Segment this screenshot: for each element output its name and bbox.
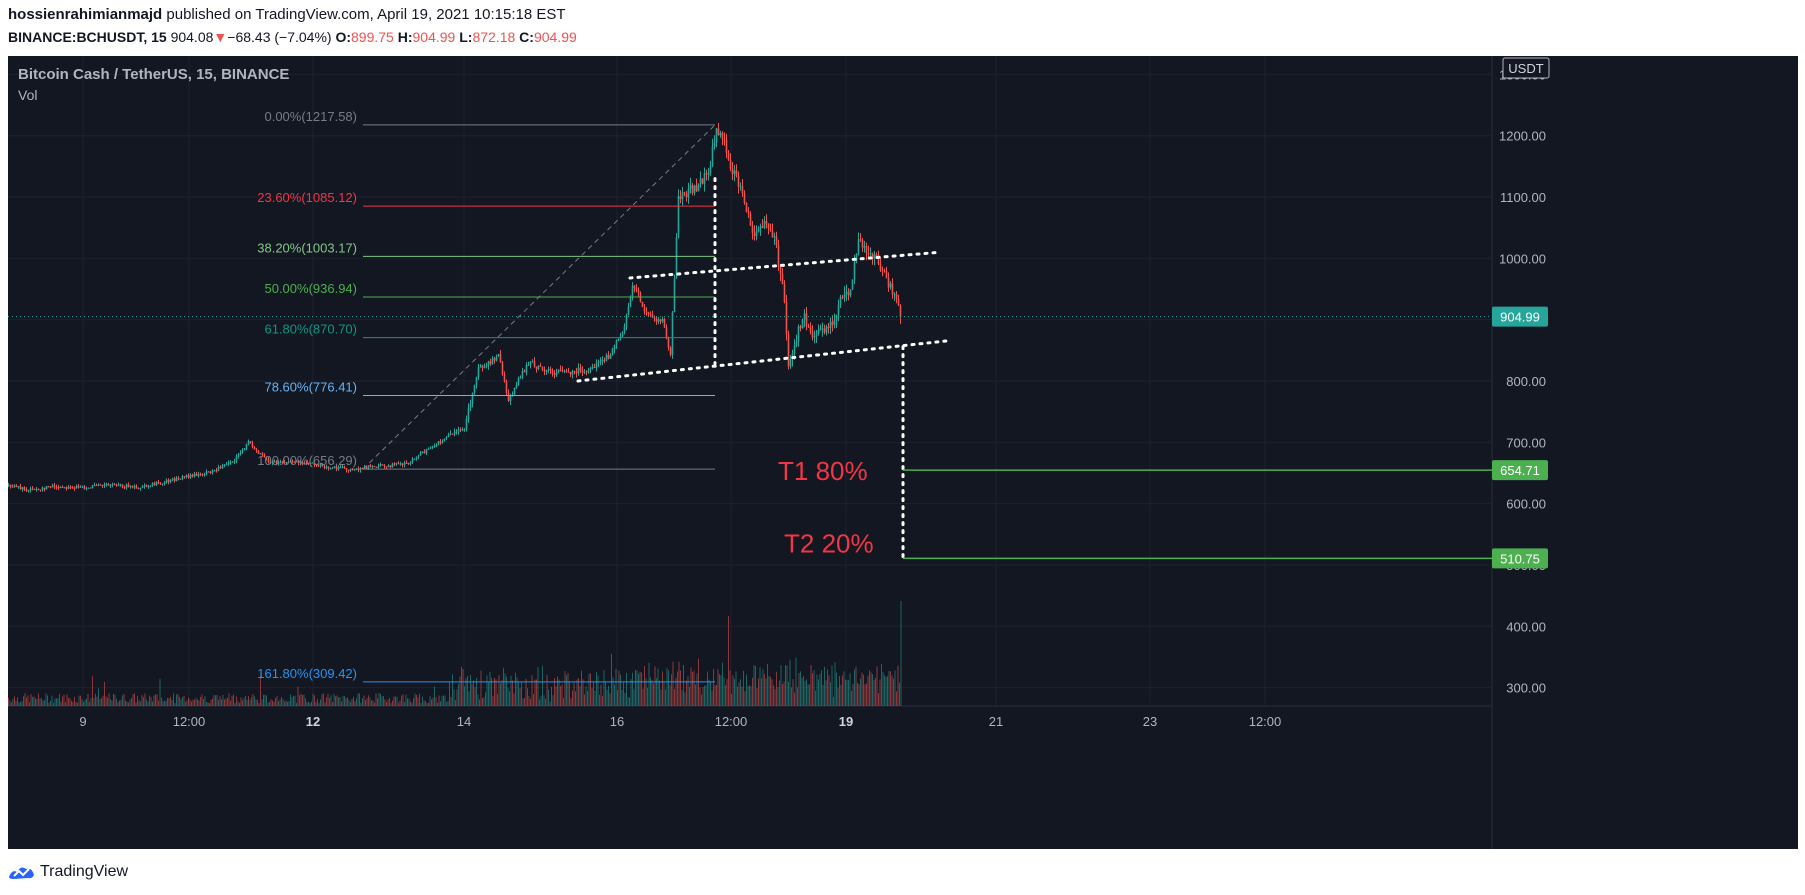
target-price-badge bbox=[1492, 460, 1548, 481]
fibonacci-retracement bbox=[362, 124, 716, 683]
channel-upper bbox=[628, 250, 942, 280]
low-value: 872.18 bbox=[472, 29, 516, 45]
time-tick-label: 21 bbox=[989, 714, 1003, 729]
chart-canvas[interactable]: 300.00400.00500.00600.00700.00800.00900.… bbox=[8, 56, 1798, 849]
price-tick-label: 700.00 bbox=[1506, 435, 1546, 450]
fib-level-label: 50.00%(936.94) bbox=[264, 281, 357, 296]
tradingview-logo-icon bbox=[9, 867, 34, 879]
price-tick-label: 600.00 bbox=[1506, 497, 1546, 512]
time-tick-label: 14 bbox=[457, 714, 471, 729]
fib-level-label: 0.00%(1217.58) bbox=[264, 109, 357, 124]
current-price-label: 904.99 bbox=[1500, 310, 1540, 325]
currency-box bbox=[1502, 57, 1550, 79]
high-label: H: bbox=[397, 29, 413, 45]
target-price-badge bbox=[1492, 548, 1548, 569]
channel-lower bbox=[576, 339, 952, 383]
publish-info: hossienrahimianmajd published on Trading… bbox=[8, 6, 566, 23]
price-tick-label: 400.00 bbox=[1506, 619, 1546, 634]
price-tick-label: 1200.00 bbox=[1499, 129, 1546, 144]
channel-lines bbox=[576, 177, 952, 560]
candles bbox=[8, 122, 902, 493]
grid-lines bbox=[8, 56, 1491, 706]
price-tick-label: 800.00 bbox=[1506, 374, 1546, 389]
time-tick-label: 19 bbox=[839, 714, 853, 729]
open-label: O: bbox=[335, 29, 352, 45]
time-tick-label: 16 bbox=[610, 714, 624, 729]
target-price-label: 654.71 bbox=[1500, 463, 1540, 478]
author-name[interactable]: hossienrahimianmajd bbox=[8, 6, 163, 23]
symbol-label: BINANCE:BCHUSDT, 15 bbox=[8, 29, 167, 45]
price-tick-label: 1000.00 bbox=[1499, 251, 1546, 266]
footer[interactable]: TradingView bbox=[8, 860, 128, 884]
target-price-label: 510.75 bbox=[1500, 551, 1540, 566]
fib-level-label: 100.00%(656.29) bbox=[257, 453, 357, 468]
tradingview-brand[interactable]: TradingView bbox=[40, 863, 129, 880]
volume-bars bbox=[8, 601, 902, 706]
fib-level-label: 78.60%(776.41) bbox=[264, 379, 357, 394]
fib-level-label: 61.80%(870.70) bbox=[264, 322, 357, 337]
close-label: C: bbox=[519, 29, 534, 45]
time-tick-label: 12 bbox=[306, 714, 320, 729]
time-tick-label: 9 bbox=[79, 714, 86, 729]
high-value: 904.99 bbox=[412, 29, 456, 45]
close-value: 904.99 bbox=[533, 29, 577, 45]
target-annotation: T2 20% bbox=[784, 528, 874, 558]
time-tick-label: 23 bbox=[1143, 714, 1157, 729]
open-value: 899.75 bbox=[351, 29, 394, 45]
time-tick-label: 12:00 bbox=[173, 714, 206, 729]
time-tick-label: 12:00 bbox=[715, 714, 748, 729]
chart-title: Bitcoin Cash / TetherUS, 15, BINANCE bbox=[18, 66, 290, 83]
down-arrow-icon: ▼ bbox=[213, 29, 228, 45]
currency-label: USDT bbox=[1508, 61, 1543, 76]
fib-level-label: 23.60%(1085.12) bbox=[257, 190, 357, 205]
ohlc-bar: BINANCE:BCHUSDT, 15 904.08▼−68.43 (−7.04… bbox=[8, 29, 577, 45]
volume-label: Vol bbox=[18, 87, 38, 103]
published-text: published on TradingView.com, April 19, … bbox=[166, 6, 566, 23]
fib-level-label: 38.20%(1003.17) bbox=[257, 240, 357, 255]
low-label: L: bbox=[459, 29, 473, 45]
price-change: −68.43 (−7.04%) bbox=[227, 29, 332, 45]
current-price-badge bbox=[1492, 306, 1548, 327]
chart-area[interactable]: 300.00400.00500.00600.00700.00800.00900.… bbox=[8, 56, 1798, 849]
fib-level-label: 161.80%(309.42) bbox=[257, 666, 357, 681]
price-tick-label: 300.00 bbox=[1506, 681, 1546, 696]
price-tick-label: 1100.00 bbox=[1500, 190, 1546, 205]
last-price: 904.08 bbox=[170, 29, 214, 45]
time-tick-label: 12:00 bbox=[1249, 714, 1282, 729]
target-annotation: T1 80% bbox=[778, 456, 868, 486]
